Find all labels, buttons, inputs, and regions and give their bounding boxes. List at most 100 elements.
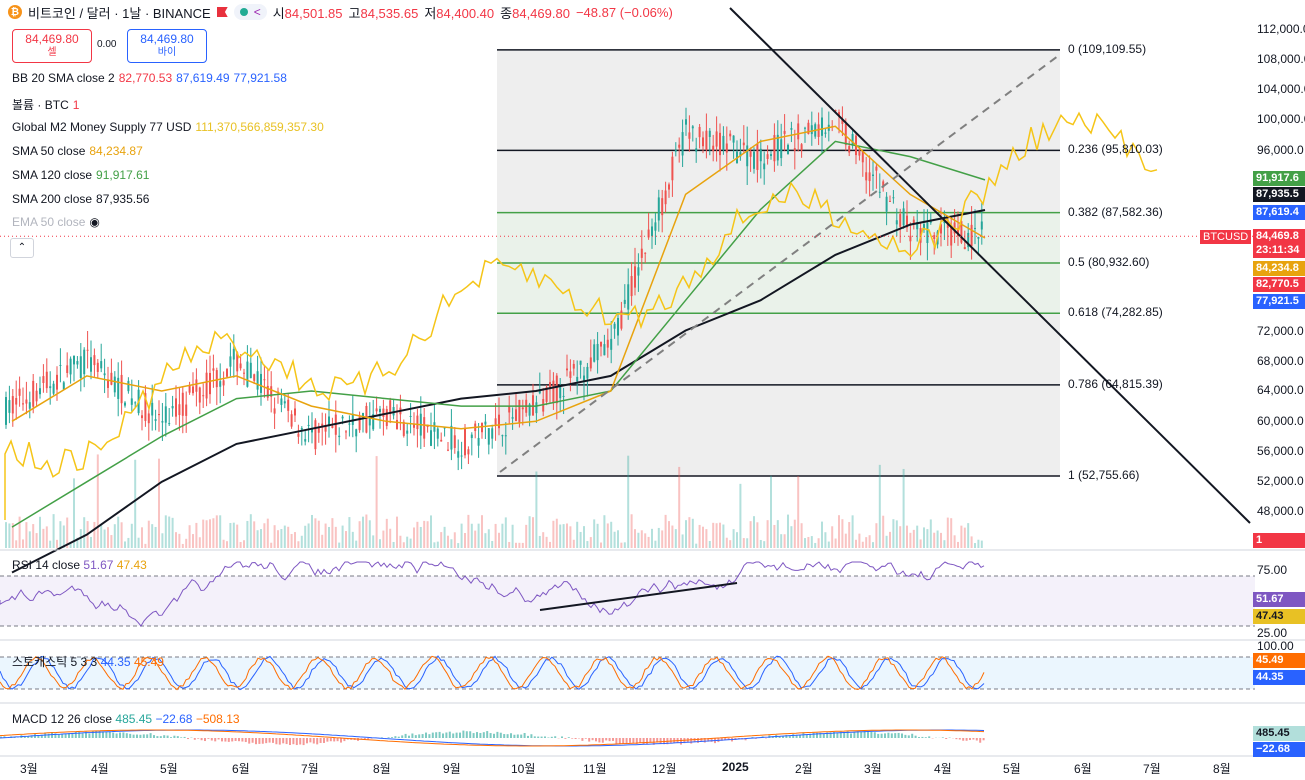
candle-body — [273, 408, 276, 414]
macd-bar — [394, 736, 397, 738]
collapse-legend-button[interactable]: ⌃ — [10, 238, 34, 258]
volume-bar — [362, 516, 364, 548]
candle-body — [892, 197, 895, 199]
volume-bar — [457, 543, 460, 548]
indicator-label: Global M2 Money Supply 77 USD — [12, 120, 192, 134]
candle-body — [657, 197, 660, 221]
candle-body — [756, 144, 759, 170]
volume-bar — [899, 526, 902, 548]
volume-bar — [239, 542, 242, 548]
volume-bar — [498, 532, 500, 548]
indicator-0[interactable]: BB 20 SMA close 2 82,770.53 87,619.49 77,92… — [12, 71, 291, 85]
fib-label-3: 0.5 (80,932.60) — [1068, 254, 1150, 269]
candle-body — [627, 284, 630, 310]
candle-body — [124, 402, 126, 406]
macd-bar — [431, 732, 434, 738]
macd-bar — [836, 732, 839, 738]
volume-bar — [759, 539, 762, 548]
macd-bar — [537, 736, 540, 738]
volume-bar — [331, 518, 334, 548]
volume-bar — [872, 542, 874, 548]
candle-body — [603, 344, 606, 356]
volume-bar — [532, 517, 534, 548]
candle-body — [117, 377, 120, 399]
volume-bar — [372, 535, 375, 548]
flag-icon[interactable] — [216, 7, 228, 17]
indicator-6[interactable]: EMA 50 close ◉ — [12, 215, 104, 229]
volume-bar — [260, 529, 262, 548]
macd-bar — [418, 734, 421, 738]
macd-bar — [336, 738, 339, 742]
candle-body — [212, 368, 215, 371]
macd-bar — [921, 736, 924, 738]
candle-body — [583, 375, 585, 382]
volume-bar — [613, 531, 616, 548]
symbol-title[interactable]: 비트코인 / 달러 · 1날 · BINANCE — [28, 5, 211, 21]
volume-bar — [120, 522, 123, 548]
candle-body — [712, 145, 715, 152]
volume-bar — [610, 521, 613, 548]
candle-body — [838, 112, 840, 117]
volume-bar — [882, 515, 885, 548]
share-icon[interactable]: < — [253, 5, 261, 19]
volume-bar — [566, 523, 568, 548]
candle-body — [923, 224, 925, 229]
candle-body — [885, 196, 888, 212]
volume-bar — [946, 517, 949, 548]
macd-bar — [962, 738, 965, 741]
volume-bar — [895, 520, 898, 548]
candle-body — [834, 110, 837, 112]
volume-bar — [375, 456, 378, 548]
volume-bar — [787, 514, 789, 548]
volume-bar — [256, 530, 259, 548]
candle-body — [872, 174, 874, 176]
volume-bar — [589, 537, 592, 548]
volume-bar — [756, 522, 759, 548]
macd-bar — [136, 734, 138, 738]
candle-body — [511, 417, 514, 419]
candle-body — [742, 142, 745, 146]
macd-bar — [255, 738, 257, 745]
spread-value: 0.00 — [97, 39, 117, 50]
status-pill[interactable]: < — [233, 4, 267, 20]
candle-body — [817, 124, 820, 137]
macd-bar — [221, 738, 223, 742]
macd-bar — [809, 733, 812, 738]
indicator-4[interactable]: SMA 120 close 91,917.61 — [12, 168, 153, 182]
price-axis-tick: 60,000.0 — [1257, 414, 1304, 428]
candle-body — [960, 221, 963, 243]
macd-bar — [129, 733, 132, 738]
indicator-1[interactable]: 볼륨 · BTC 1 — [12, 96, 83, 113]
candle-body — [28, 402, 31, 409]
indicator-label: SMA 200 close — [12, 192, 93, 206]
candle-body — [246, 361, 249, 387]
candle-body — [317, 427, 320, 433]
candle-body — [793, 148, 796, 151]
price-tag: 84,234.8 — [1253, 261, 1305, 276]
candle-body — [800, 144, 803, 151]
volume-bar — [892, 519, 895, 548]
hidden-eye-icon[interactable]: ◉ — [89, 215, 100, 229]
candle-body — [926, 222, 929, 244]
candle-body — [933, 235, 936, 240]
macd-bar — [142, 734, 145, 738]
indicator-value: 77,921.58 — [233, 71, 287, 85]
sell-button[interactable]: 84,469.80 셀 — [12, 29, 92, 63]
indicator-2[interactable]: Global M2 Money Supply 77 USD 111,370,566… — [12, 120, 328, 134]
candle-body — [681, 132, 684, 156]
indicator-5[interactable]: SMA 200 close 87,935.56 — [12, 192, 153, 206]
macd-bar — [513, 734, 516, 738]
macd-bar — [380, 737, 383, 738]
macd-bar — [605, 738, 608, 741]
macd-bar — [635, 738, 638, 744]
price-axis-tick: 52,000.0 — [1257, 474, 1304, 488]
candle-body — [967, 232, 970, 248]
indicator-3[interactable]: SMA 50 close 84,234.87 — [12, 144, 147, 158]
macd-bar — [183, 736, 186, 738]
volume-bar — [627, 455, 630, 548]
volume-bar — [559, 524, 562, 548]
volume-bar — [130, 523, 133, 548]
buy-button[interactable]: 84,469.80 바이 — [127, 29, 207, 63]
candle-body — [807, 122, 810, 134]
